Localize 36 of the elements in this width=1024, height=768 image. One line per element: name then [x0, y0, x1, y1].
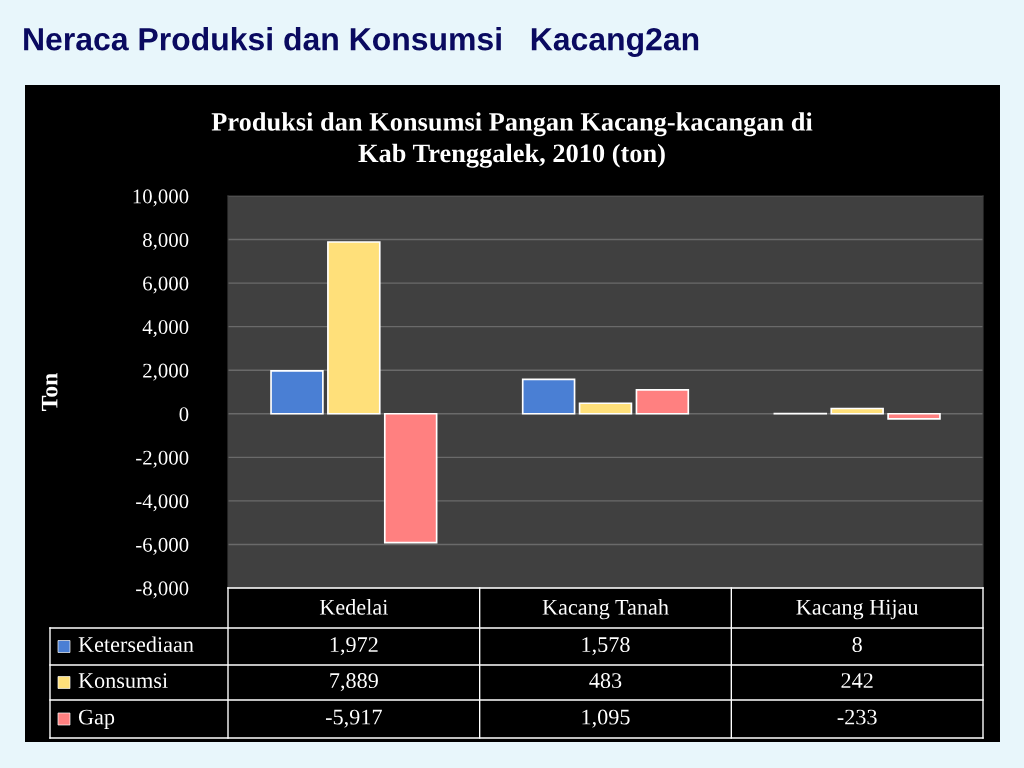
bar	[521, 378, 576, 415]
bar	[578, 402, 633, 415]
bar	[383, 412, 438, 544]
bar	[635, 389, 690, 415]
bar	[887, 412, 941, 420]
y-tick-label: -2,000	[136, 450, 189, 468]
data-label: -5,917	[325, 709, 382, 728]
y-tick-label: -8,000	[136, 581, 189, 599]
chart-title: Neraca Produksi dan Konsumsi Kacang2an	[24, 27, 699, 57]
y-tick-label: 2,000	[143, 363, 189, 381]
data-label: 7,889	[330, 673, 378, 692]
y-tick-label: -6,000	[136, 537, 189, 555]
y-tick-label: 4,000	[142, 320, 189, 338]
x-tick-label: Kacang Hijau	[796, 599, 919, 620]
y-tick-label: -4,000	[136, 494, 189, 512]
data-label: 1,095	[582, 709, 630, 728]
data-label: 242	[841, 673, 873, 688]
legend-label: Gap	[78, 709, 115, 730]
y-tick-label: 10,000	[133, 189, 189, 207]
data-label: 8	[852, 637, 862, 653]
bar	[830, 407, 884, 415]
y-tick-label: 0	[179, 407, 189, 422]
x-tick-label: Kedelai	[319, 599, 388, 615]
bar	[270, 369, 324, 415]
y-tick-label: 8,000	[143, 232, 189, 250]
bar	[327, 241, 381, 415]
data-label: 1,972	[330, 637, 378, 656]
chart-subtitle: Produksi dan Konsumsi Pangan Kacang-kacangan di Kab Trenggalek, 2010 (ton)	[211, 112, 813, 168]
x-tick-label: Kacang Tanah	[542, 599, 669, 620]
y-tick-label: 6,000	[143, 276, 189, 294]
legend-label: Konsumsi	[78, 673, 168, 689]
data-label: 483	[589, 673, 622, 689]
legend-label: Ketersediaan	[78, 636, 194, 653]
data-label: 1,578	[582, 637, 630, 656]
data-label: -233	[837, 709, 877, 725]
y-axis-title: Ton	[41, 373, 58, 411]
